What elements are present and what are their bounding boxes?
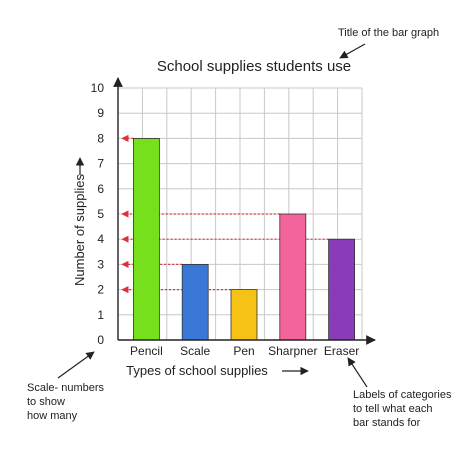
y-tick-label: 10 (91, 81, 105, 95)
scale-annotation-arrow (57, 351, 95, 379)
x-tick-labels: Pencil Scale Pen Sharpner Eraser (130, 344, 359, 358)
y-tick-label: 3 (97, 257, 104, 271)
x-axis-label: Types of school supplies (126, 363, 268, 378)
y-tick-label: 9 (97, 106, 104, 120)
chart-title: School supplies students use (157, 58, 351, 75)
x-tick-label: Eraser (324, 344, 359, 358)
bar (181, 263, 209, 341)
category-annotation-arrow (347, 357, 368, 388)
x-tick-label: Pen (233, 344, 254, 358)
x-tick-label: Sharpner (268, 344, 317, 358)
title-annotation: Title of the bar graph (338, 27, 439, 39)
y-tick-label: 0 (97, 333, 104, 347)
bar (328, 238, 356, 341)
bar (279, 213, 307, 341)
title-annotation-arrow (339, 43, 366, 59)
y-tick-label: 4 (97, 232, 104, 246)
y-tick-label: 7 (97, 157, 104, 171)
category-annotation: Labels of categories to tell what each b… (353, 389, 455, 429)
bars (132, 137, 356, 341)
x-tick-label: Scale (180, 344, 210, 358)
bar (230, 289, 258, 341)
y-tick-label: 6 (97, 182, 104, 196)
x-tick-label: Pencil (130, 344, 163, 358)
y-tick-labels: 0 1 2 3 4 5 6 7 8 9 10 (91, 81, 105, 347)
y-tick-label: 1 (97, 308, 104, 322)
y-tick-label: 2 (97, 283, 104, 297)
y-tick-label: 8 (97, 131, 104, 145)
y-tick-label: 5 (97, 207, 104, 221)
scale-annotation: Scale- numbers to show how many (27, 382, 107, 422)
bar (132, 137, 160, 341)
y-axis-label: Number of supplies (72, 174, 87, 286)
